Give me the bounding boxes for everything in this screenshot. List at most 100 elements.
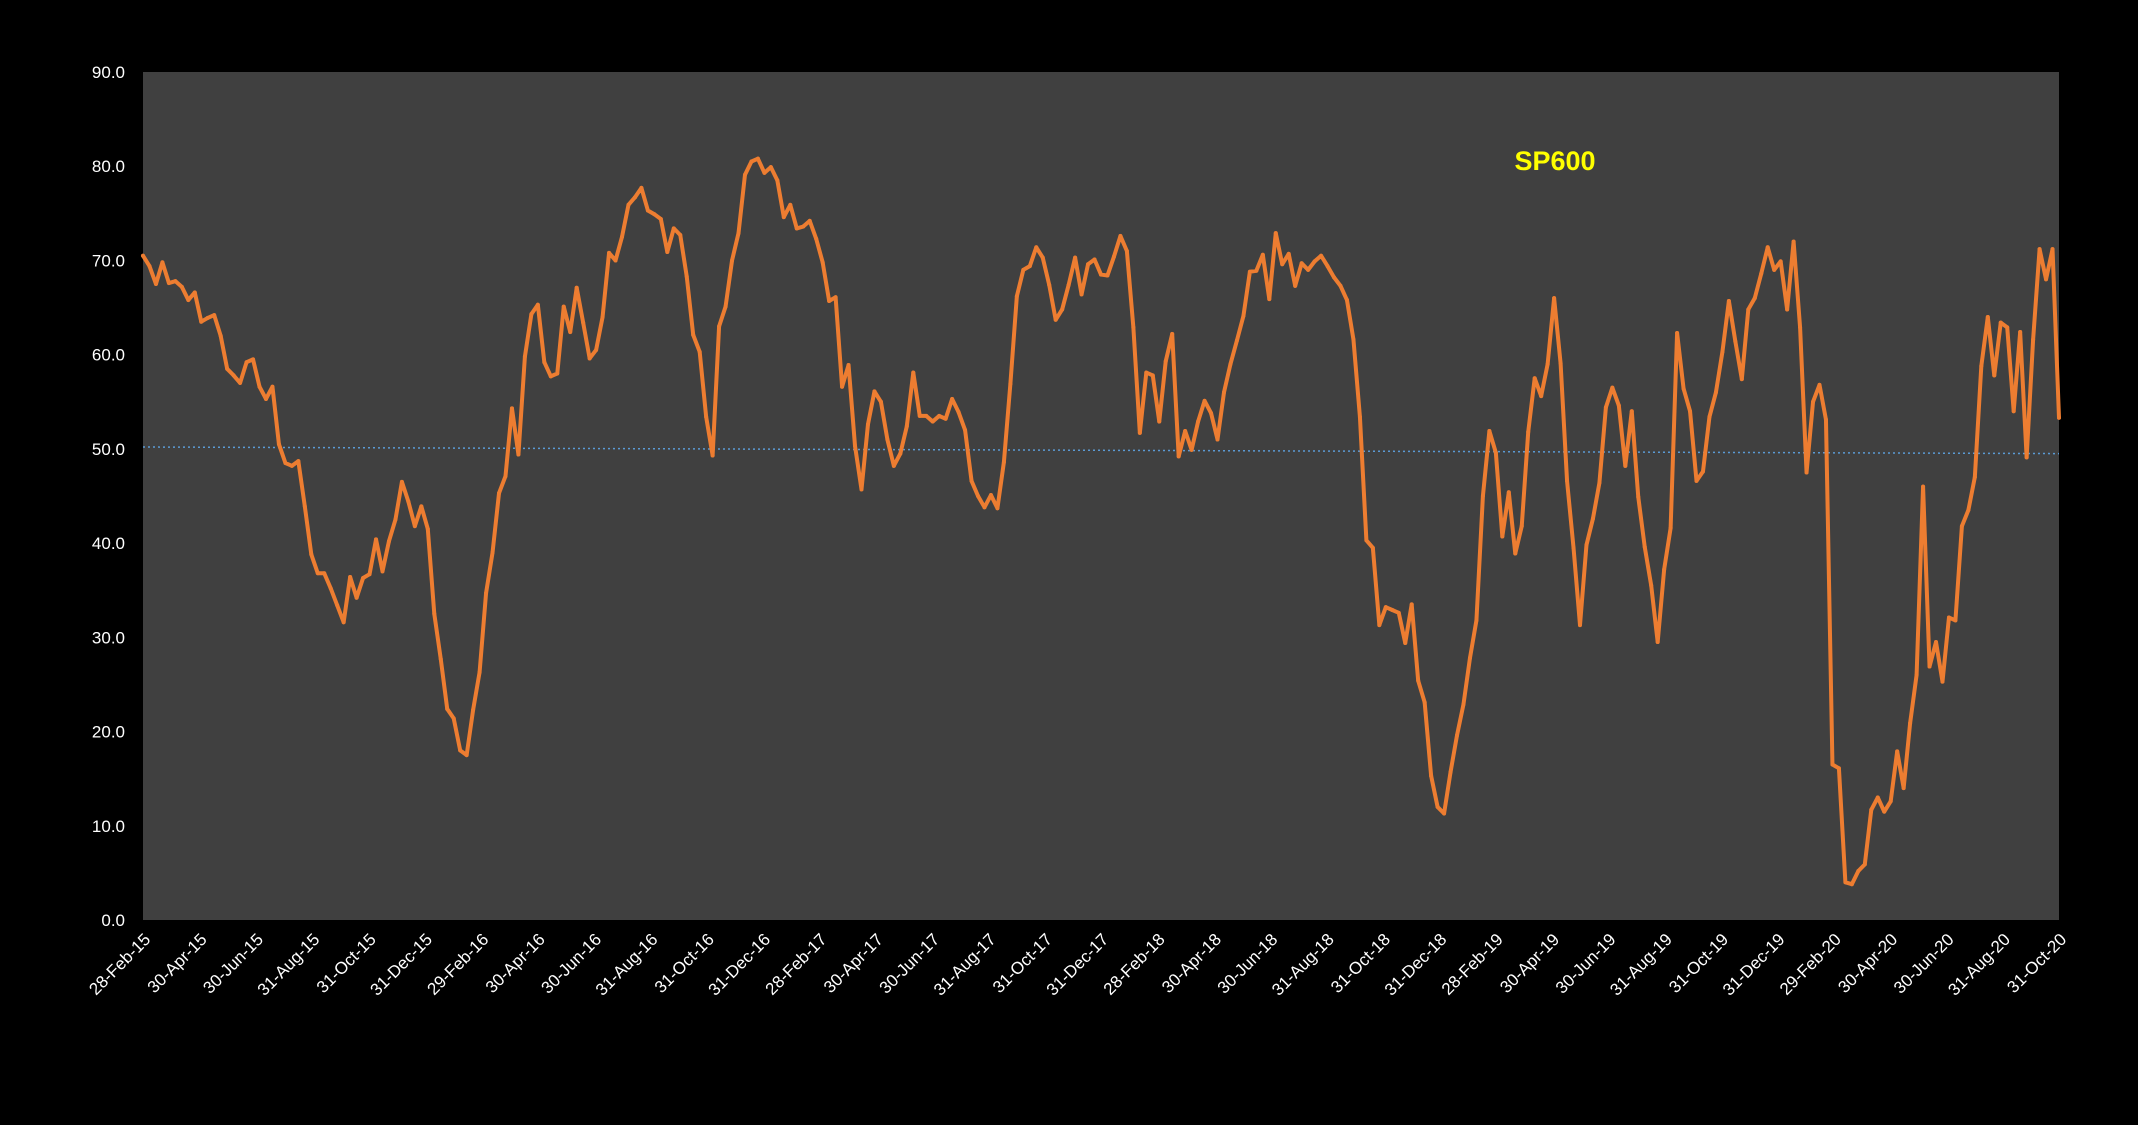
data-point (2031, 337, 2036, 342)
data-point (1636, 494, 1641, 499)
data-point (1921, 484, 1926, 489)
data-point (1830, 762, 1835, 767)
data-point (477, 670, 482, 675)
data-point (1675, 331, 1680, 335)
data-point (283, 461, 288, 466)
data-point (1202, 398, 1207, 403)
data-point (840, 384, 845, 389)
data-point (768, 165, 773, 170)
data-point (529, 312, 534, 317)
data-point (872, 389, 877, 394)
data-point (885, 437, 890, 442)
data-point (639, 185, 644, 190)
data-point (1144, 370, 1149, 375)
data-point (827, 298, 832, 303)
data-point (1086, 262, 1091, 267)
data-point (393, 517, 398, 522)
data-point (1953, 618, 1958, 623)
data-point (309, 552, 314, 557)
data-point (1176, 454, 1181, 459)
data-point (1319, 253, 1324, 258)
data-point (2050, 247, 2055, 252)
data-point (846, 363, 851, 368)
data-point (1221, 390, 1226, 395)
data-point (671, 226, 676, 231)
data-point (1280, 262, 1285, 267)
data-point (807, 218, 812, 223)
data-point (1856, 869, 1861, 873)
data-point (186, 298, 191, 303)
data-point (1487, 428, 1492, 433)
data-point (1396, 610, 1401, 615)
data-point (1513, 551, 1518, 556)
y-tick-label: 10.0 (92, 817, 125, 836)
data-point (1914, 673, 1919, 678)
data-point (1118, 233, 1123, 238)
y-tick-label: 50.0 (92, 440, 125, 459)
data-point (1934, 640, 1939, 645)
data-point (1565, 478, 1570, 483)
data-point (781, 215, 786, 220)
data-point (1545, 362, 1550, 367)
data-point (464, 753, 469, 758)
data-point (1836, 766, 1841, 771)
data-point (1992, 373, 1997, 378)
data-point (212, 313, 217, 318)
data-point (1040, 255, 1045, 260)
data-point (289, 463, 294, 468)
data-point (1435, 804, 1440, 809)
data-point (1700, 469, 1705, 474)
data-point (1668, 526, 1673, 531)
data-point (995, 506, 1000, 511)
data-point (471, 707, 476, 712)
data-point (231, 373, 236, 378)
data-point (1733, 339, 1738, 344)
data-point (1027, 264, 1032, 269)
data-point (367, 572, 372, 577)
data-point (1817, 382, 1822, 387)
data-point (1688, 409, 1693, 414)
data-point (723, 304, 728, 309)
data-point (904, 424, 909, 429)
data-point (348, 575, 353, 580)
data-point (1791, 239, 1796, 244)
data-point (1707, 414, 1712, 419)
data-point (924, 413, 929, 418)
data-point (717, 324, 722, 329)
data-point (1001, 460, 1006, 465)
data-point (1383, 605, 1388, 610)
data-point (1286, 251, 1291, 256)
data-point (561, 304, 566, 309)
data-point (458, 748, 463, 753)
data-point (1429, 773, 1434, 778)
data-point (898, 451, 903, 456)
data-point (412, 524, 417, 529)
data-point (1616, 403, 1621, 408)
data-point (613, 258, 618, 263)
data-point (361, 575, 366, 580)
data-point (2005, 325, 2010, 330)
data-point (1409, 602, 1414, 607)
data-point (1079, 292, 1084, 297)
data-point (1493, 450, 1498, 455)
data-point (1811, 399, 1816, 404)
data-point (1623, 463, 1628, 468)
data-point (865, 422, 870, 427)
data-point (1532, 376, 1537, 381)
data-point (484, 591, 489, 596)
data-point (1629, 409, 1634, 414)
data-point (684, 274, 689, 279)
data-point (891, 463, 896, 468)
data-point (1985, 314, 1990, 319)
data-point (490, 550, 495, 555)
data-point (1759, 271, 1764, 276)
data-point (380, 569, 385, 574)
data-point (445, 706, 450, 711)
data-point (2057, 415, 2061, 420)
data-point (930, 419, 935, 424)
data-point (1047, 282, 1052, 287)
data-point (2037, 247, 2042, 252)
data-point (1241, 314, 1246, 319)
data-point (568, 330, 573, 335)
